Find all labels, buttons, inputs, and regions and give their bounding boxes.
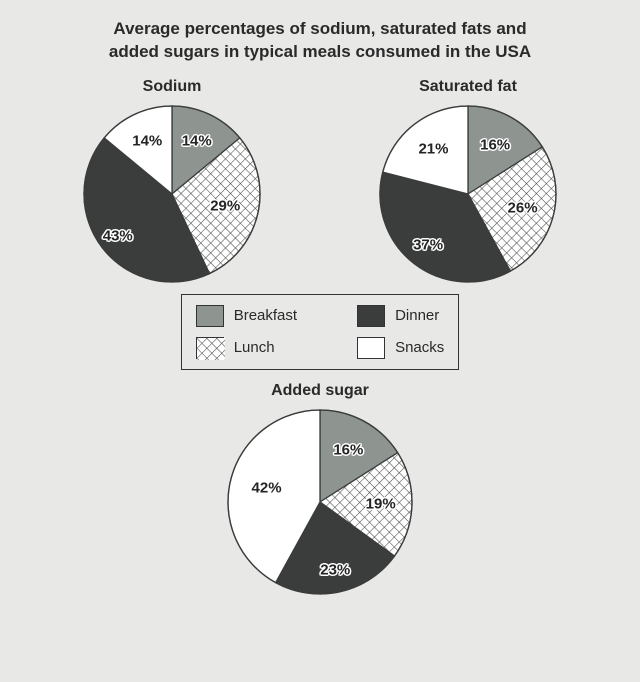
legend-label-breakfast: Breakfast	[234, 307, 297, 324]
legend-container: Breakfast Dinner Lunch Snacks	[24, 294, 616, 370]
pie-sodium: 14%29%43%14%	[82, 104, 262, 284]
legend-swatch-dinner	[357, 305, 385, 327]
page-root: Average percentages of sodium, saturated…	[0, 0, 640, 608]
pie-sugar: 16%19%23%42%	[226, 408, 414, 596]
legend-label-snacks: Snacks	[395, 339, 444, 356]
chart-row-bottom: Added sugar 16%19%23%42%	[24, 382, 616, 596]
pie-svg	[226, 408, 414, 596]
legend-swatch-snacks	[357, 337, 385, 359]
title-line-1: Average percentages of sodium, saturated…	[113, 19, 526, 38]
legend: Breakfast Dinner Lunch Snacks	[181, 294, 460, 370]
chart-satfat: Saturated fat 16%26%37%21%	[378, 78, 558, 284]
legend-label-dinner: Dinner	[395, 307, 439, 324]
chart-title-satfat: Saturated fat	[419, 78, 517, 96]
title-line-2: added sugars in typical meals consumed i…	[109, 42, 531, 61]
chart-sodium: Sodium 14%29%43%14%	[82, 78, 262, 284]
legend-item-lunch: Lunch	[196, 337, 297, 359]
legend-item-dinner: Dinner	[357, 305, 444, 327]
pie-svg	[82, 104, 262, 284]
legend-label-lunch: Lunch	[234, 339, 275, 356]
chart-title-sugar: Added sugar	[271, 382, 369, 400]
chart-sugar: Added sugar 16%19%23%42%	[226, 382, 414, 596]
legend-item-breakfast: Breakfast	[196, 305, 297, 327]
chart-row-top: Sodium 14%29%43%14% Saturated fat 16%26%…	[24, 78, 616, 284]
legend-item-snacks: Snacks	[357, 337, 444, 359]
pie-svg	[378, 104, 558, 284]
chart-title-sodium: Sodium	[143, 78, 202, 96]
page-title: Average percentages of sodium, saturated…	[24, 18, 616, 64]
legend-swatch-lunch	[196, 337, 224, 359]
legend-swatch-breakfast	[196, 305, 224, 327]
pie-satfat: 16%26%37%21%	[378, 104, 558, 284]
